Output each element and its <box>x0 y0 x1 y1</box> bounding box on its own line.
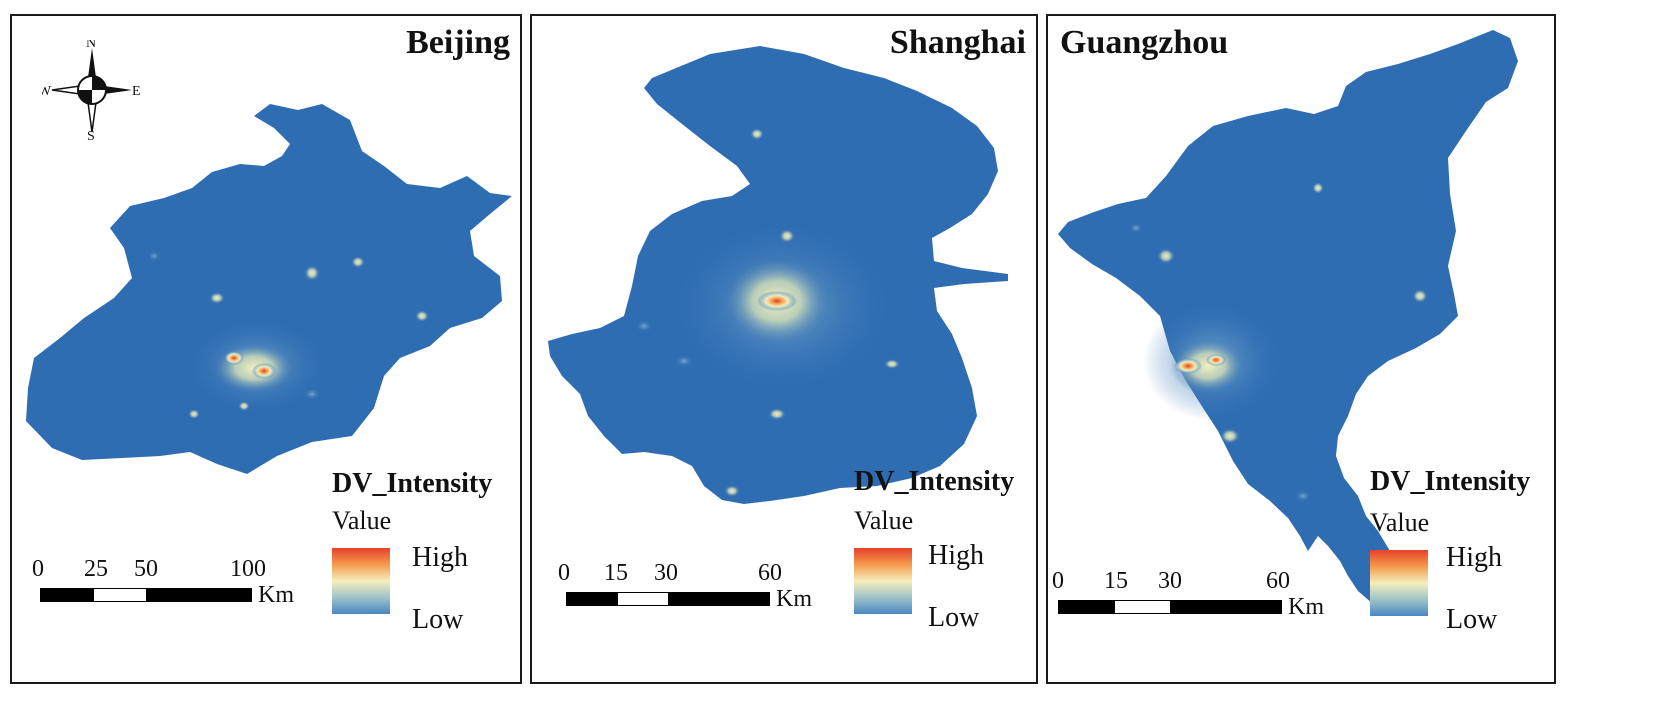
beijing-intensity <box>148 251 429 419</box>
shanghai-map <box>548 46 1008 504</box>
city-title: Shanghai <box>889 24 1026 61</box>
city-title: Guangzhou <box>1060 24 1229 61</box>
scale-tick: 25 <box>84 556 108 582</box>
scale-unit: Km <box>776 586 812 612</box>
legend-low-label: Low <box>1446 604 1498 635</box>
legend-subtitle: Value <box>332 506 392 535</box>
legend-high-label: High <box>1446 542 1502 573</box>
beijing-map <box>26 104 512 474</box>
map-panel-guangzhou: Guangzhou DV_Intensity Value High Low 0 … <box>1046 14 1556 684</box>
scale-bar <box>1058 600 1282 614</box>
map-panel-beijing: N S E W Beijing DV_Intensity Value High … <box>10 14 522 684</box>
scale-tick: 30 <box>1158 568 1182 594</box>
legend-high-label: High <box>928 540 984 571</box>
scale-tick: 15 <box>1104 568 1128 594</box>
map-panel-shanghai: Shanghai DV_Intensity Value High Low 0 1… <box>530 14 1038 684</box>
legend-color-ramp <box>1370 550 1428 616</box>
scale-tick: 50 <box>134 556 158 582</box>
legend-high-label: High <box>412 542 468 573</box>
legend-title: DV_Intensity <box>332 468 493 499</box>
compass-east: E <box>132 84 141 99</box>
legend-title: DV_Intensity <box>1370 466 1531 497</box>
guangzhou-boundary <box>1058 30 1518 604</box>
compass-south: S <box>87 129 95 140</box>
scale-tick: 100 <box>230 556 266 582</box>
beijing-boundary <box>26 104 512 474</box>
shanghai-intensity <box>636 128 900 497</box>
scale-tick: 30 <box>654 560 678 586</box>
scale-tick: 15 <box>604 560 628 586</box>
guangzhou-intensity <box>1129 182 1428 502</box>
city-title: Beijing <box>406 24 510 61</box>
legend-color-ramp <box>332 548 390 614</box>
legend-title: DV_Intensity <box>854 466 1015 497</box>
legend-low-label: Low <box>412 604 464 635</box>
legend-subtitle: Value <box>854 506 914 535</box>
scale-tick: 0 <box>32 556 44 582</box>
scale-bar <box>566 592 770 606</box>
scale-tick: 60 <box>758 560 782 586</box>
legend-low-label: Low <box>928 602 980 633</box>
scale-bar <box>40 588 252 602</box>
compass-north: N <box>86 40 96 51</box>
north-arrow-icon: N S E W <box>42 40 141 140</box>
scale-tick: 0 <box>558 560 570 586</box>
scale-tick: 0 <box>1052 568 1064 594</box>
scale-tick: 60 <box>1266 568 1290 594</box>
guangzhou-map <box>1058 30 1518 604</box>
legend-color-ramp <box>854 548 912 614</box>
legend-subtitle: Value <box>1370 508 1430 537</box>
scale-unit: Km <box>1288 594 1324 620</box>
scale-unit: Km <box>258 582 294 608</box>
compass-west: W <box>42 84 52 99</box>
